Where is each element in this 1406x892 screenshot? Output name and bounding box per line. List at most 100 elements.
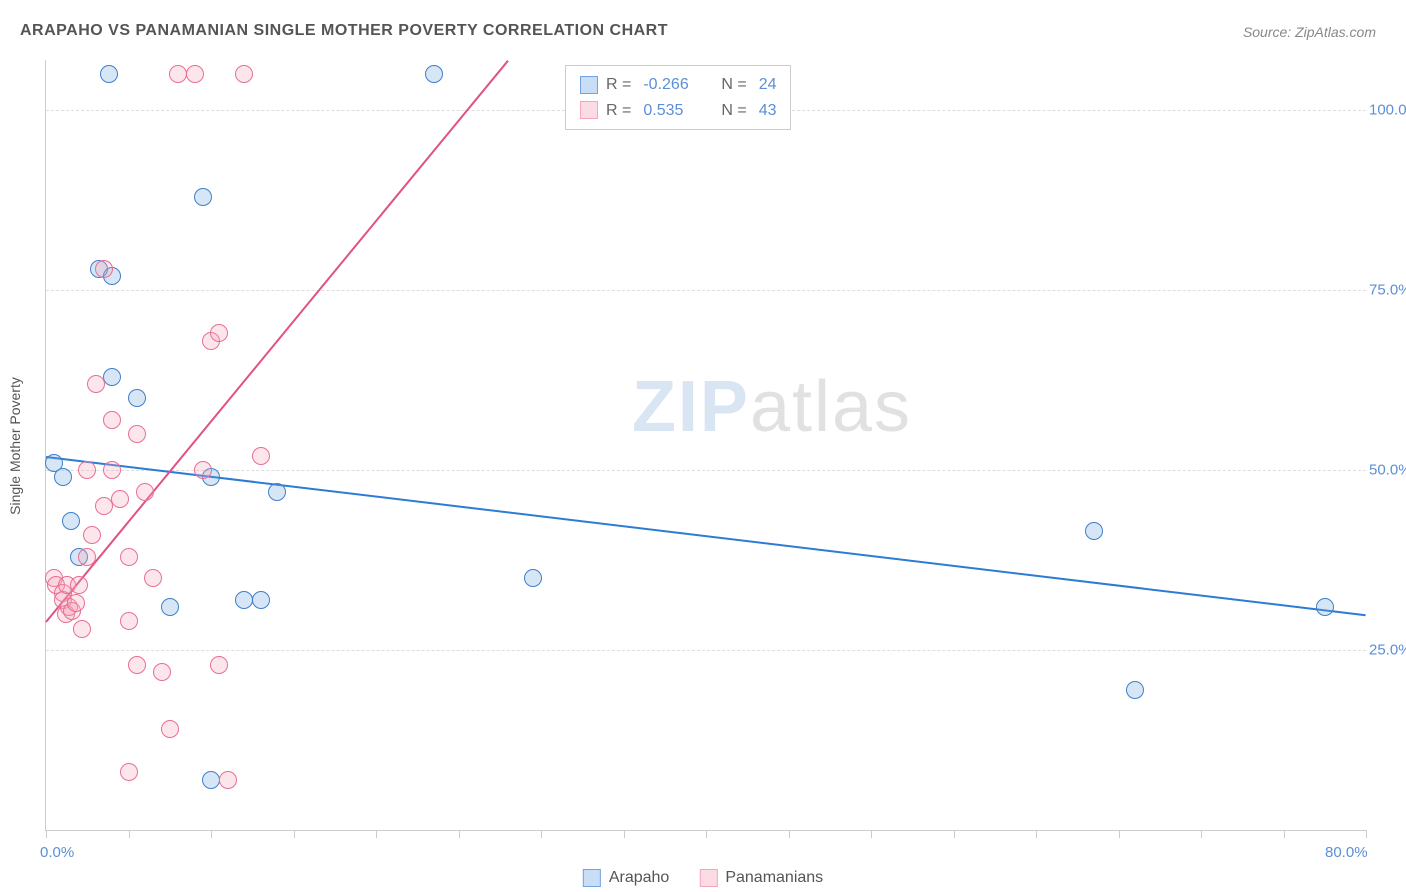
x-tick-label: 0.0% [40, 844, 74, 861]
bottom-legend: Arapaho Panamanians [583, 869, 823, 887]
x-tick [459, 830, 460, 838]
data-point [161, 598, 179, 616]
data-point [235, 591, 253, 609]
y-tick-label: 50.0% [1369, 462, 1406, 479]
data-point [103, 411, 121, 429]
data-point [153, 663, 171, 681]
watermark: ZIPatlas [632, 366, 912, 448]
data-point [524, 569, 542, 587]
y-axis-title: Single Mother Poverty [7, 377, 23, 515]
stat-n-label: N = [721, 98, 746, 124]
legend-swatch [580, 76, 598, 94]
stat-n-label: N = [721, 72, 746, 98]
stats-legend-row: R = -0.266 N = 24 [580, 72, 776, 98]
data-point [78, 548, 96, 566]
gridline [46, 470, 1366, 471]
data-point [111, 490, 129, 508]
stat-r-value: -0.266 [643, 72, 703, 98]
stat-r-label: R = [606, 72, 631, 98]
x-tick [1284, 830, 1285, 838]
x-tick [871, 830, 872, 838]
watermark-zip: ZIP [632, 367, 750, 447]
chart-container: ARAPAHO VS PANAMANIAN SINGLE MOTHER POVE… [0, 0, 1406, 892]
data-point [194, 188, 212, 206]
x-tick [294, 830, 295, 838]
legend-swatch [699, 869, 717, 887]
x-tick [1036, 830, 1037, 838]
data-point [78, 461, 96, 479]
data-point [144, 569, 162, 587]
data-point [100, 65, 118, 83]
data-point [120, 763, 138, 781]
x-tick [1366, 830, 1367, 838]
gridline [46, 650, 1366, 651]
data-point [62, 512, 80, 530]
data-point [169, 65, 187, 83]
data-point [235, 65, 253, 83]
data-point [67, 594, 85, 612]
data-point [194, 461, 212, 479]
data-point [103, 461, 121, 479]
x-tick [46, 830, 47, 838]
x-tick [706, 830, 707, 838]
legend-swatch [580, 101, 598, 119]
data-point [83, 526, 101, 544]
data-point [73, 620, 91, 638]
data-point [95, 497, 113, 515]
data-point [136, 483, 154, 501]
data-point [103, 368, 121, 386]
data-point [87, 375, 105, 393]
x-tick [1119, 830, 1120, 838]
stats-legend-row: R = 0.535 N = 43 [580, 98, 776, 124]
stat-r-value: 0.535 [643, 98, 703, 124]
data-point [252, 591, 270, 609]
data-point [202, 771, 220, 789]
data-point [1085, 522, 1103, 540]
chart-title: ARAPAHO VS PANAMANIAN SINGLE MOTHER POVE… [20, 22, 668, 40]
data-point [1316, 598, 1334, 616]
data-point [70, 576, 88, 594]
x-tick [541, 830, 542, 838]
x-tick [376, 830, 377, 838]
data-point [210, 324, 228, 342]
legend-label: Arapaho [609, 869, 670, 887]
x-tick [211, 830, 212, 838]
data-point [210, 656, 228, 674]
legend-item: Panamanians [699, 869, 823, 887]
data-point [128, 389, 146, 407]
source-label: Source: ZipAtlas.com [1243, 24, 1376, 40]
data-point [128, 656, 146, 674]
legend-label: Panamanians [725, 869, 823, 887]
data-point [268, 483, 286, 501]
stat-r-label: R = [606, 98, 631, 124]
x-tick [954, 830, 955, 838]
x-tick [789, 830, 790, 838]
data-point [54, 468, 72, 486]
stat-n-value: 43 [759, 98, 777, 124]
x-tick [1201, 830, 1202, 838]
trend-line-panamanians [45, 60, 509, 623]
data-point [128, 425, 146, 443]
data-point [425, 65, 443, 83]
data-point [186, 65, 204, 83]
data-point [161, 720, 179, 738]
data-point [120, 548, 138, 566]
legend-swatch [583, 869, 601, 887]
legend-item: Arapaho [583, 869, 670, 887]
data-point [95, 260, 113, 278]
data-point [120, 612, 138, 630]
plot-area: ZIPatlas 25.0%50.0%75.0%100.0% [45, 60, 1366, 831]
gridline [46, 290, 1366, 291]
y-tick-label: 25.0% [1369, 642, 1406, 659]
x-tick [624, 830, 625, 838]
stat-n-value: 24 [759, 72, 777, 98]
data-point [1126, 681, 1144, 699]
y-tick-label: 75.0% [1369, 282, 1406, 299]
data-point [219, 771, 237, 789]
watermark-atlas: atlas [750, 367, 912, 447]
data-point [252, 447, 270, 465]
stats-legend: R = -0.266 N = 24 R = 0.535 N = 43 [565, 65, 791, 130]
y-tick-label: 100.0% [1369, 102, 1406, 119]
x-tick [129, 830, 130, 838]
x-tick-label: 80.0% [1325, 844, 1368, 861]
